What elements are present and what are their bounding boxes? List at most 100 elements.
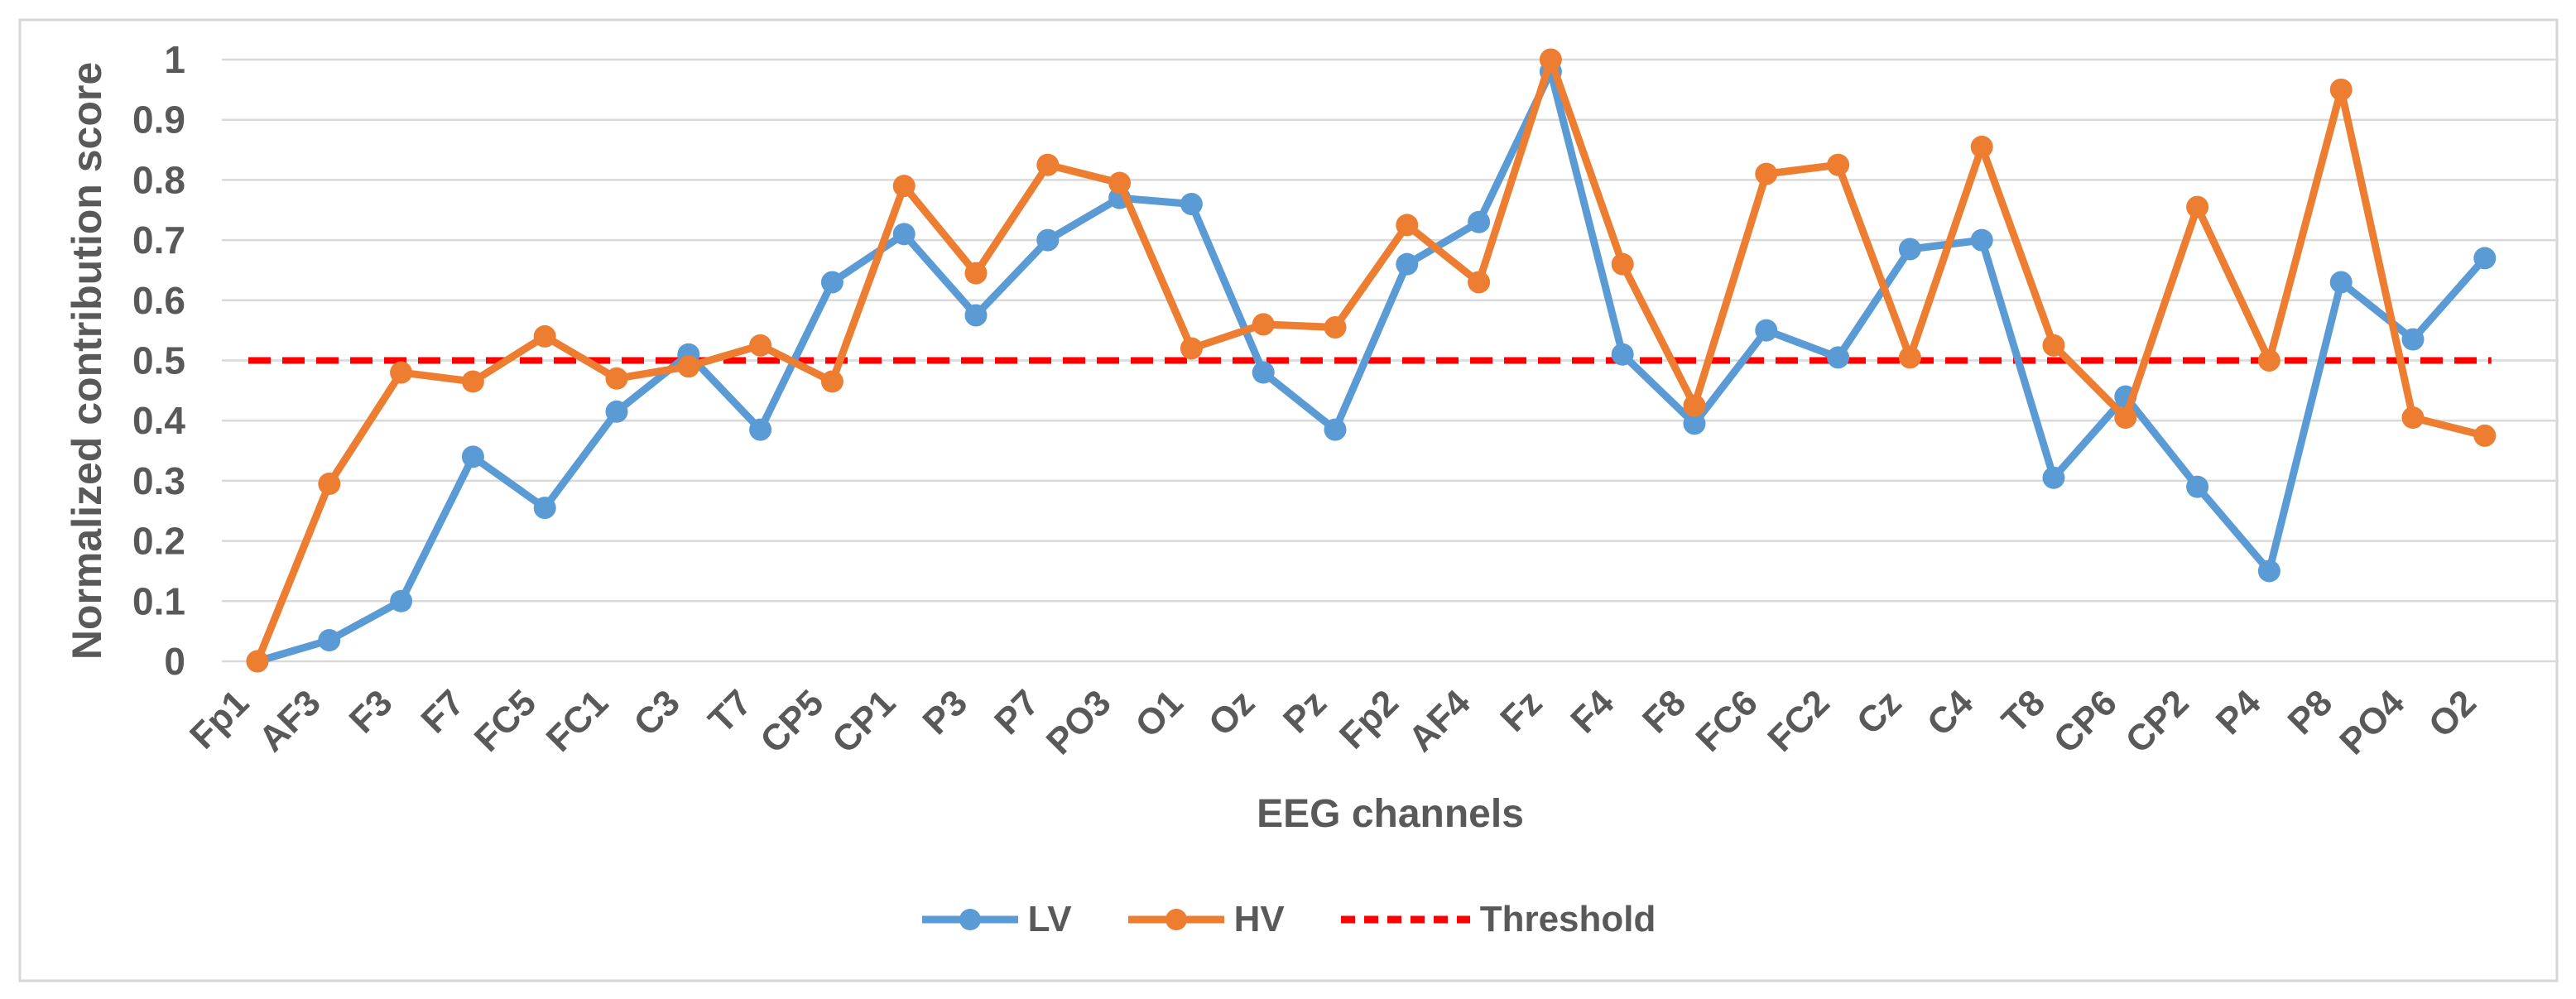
x-tick-text: F3 <box>342 682 401 741</box>
lv-data-point-O1 <box>1180 192 1203 215</box>
x-tick-label: C3 <box>626 682 687 743</box>
x-tick-text: FC1 <box>539 682 616 759</box>
x-tick-text: F7 <box>414 682 473 741</box>
x-tick-text: O2 <box>2421 682 2484 745</box>
lv-data-point-AF4 <box>1468 210 1491 233</box>
x-tick-label: O2 <box>2421 682 2484 745</box>
x-tick-label: C4 <box>1920 682 1982 744</box>
x-tick-label: Fz <box>1492 682 1550 739</box>
x-tick-label: Oz <box>1201 682 1262 743</box>
lv-data-point-P3 <box>964 304 988 327</box>
x-tick-text: AF4 <box>1401 682 1478 760</box>
hv-data-point-F8 <box>1683 394 1706 417</box>
x-tick-label: F8 <box>1635 682 1694 741</box>
hv-data-point-F4 <box>1611 252 1634 276</box>
hv-data-point-AF3 <box>318 473 341 496</box>
x-tick-label: O1 <box>1127 682 1190 745</box>
hv-data-point-C3 <box>677 355 700 378</box>
hv-data-point-CP2 <box>2186 195 2209 219</box>
legend-item-threshold: Threshold <box>1339 899 1656 940</box>
x-tick-text: Pz <box>1276 682 1334 741</box>
lv-data-point-AF3 <box>318 629 341 652</box>
x-tick-label: T7 <box>701 682 760 741</box>
x-tick-text: FC5 <box>467 682 544 759</box>
lv-data-point-F4 <box>1611 343 1634 366</box>
x-tick-text: C3 <box>626 682 687 743</box>
lv-data-point-P4 <box>2257 560 2280 583</box>
y-tick-label: 0.3 <box>132 459 185 502</box>
x-tick-label: T8 <box>1994 682 2053 741</box>
x-tick-text: PO4 <box>2332 682 2412 762</box>
hv-data-point-T7 <box>749 334 772 357</box>
hv-data-point-O2 <box>2473 424 2497 447</box>
x-tick-label: AF3 <box>251 682 328 759</box>
hv-legend-marker-icon <box>1127 909 1224 930</box>
x-tick-label: FC2 <box>1760 682 1837 759</box>
lv-data-point-FC1 <box>605 400 628 423</box>
x-tick-text: T7 <box>701 682 760 741</box>
lv-data-point-CP1 <box>892 223 916 246</box>
lv-data-point-Oz <box>1252 361 1275 384</box>
hv-series-line <box>253 55 2489 665</box>
x-tick-text: FC6 <box>1688 682 1765 759</box>
x-tick-text: Fp2 <box>1332 682 1406 756</box>
hv-data-point-PO3 <box>1108 171 1132 195</box>
lv-data-point-CP5 <box>820 271 843 294</box>
hv-data-point-AF4 <box>1468 271 1491 294</box>
lv-data-point-F3 <box>390 589 413 612</box>
x-tick-label: Pz <box>1276 682 1334 741</box>
x-tick-text: PO3 <box>1039 682 1119 762</box>
hv-data-point-CP6 <box>2114 406 2137 430</box>
x-tick-label: AF4 <box>1401 682 1478 760</box>
y-tick-label: 1 <box>164 38 185 81</box>
lv-data-point-CP2 <box>2186 475 2209 498</box>
lv-data-point-FC2 <box>1827 346 1850 369</box>
hv-data-point-P8 <box>2329 78 2353 101</box>
legend-label-lv: LV <box>1027 899 1072 939</box>
lv-data-point-Pz <box>1324 418 1347 441</box>
hv-data-point-Pz <box>1324 316 1347 339</box>
x-tick-label: P4 <box>2208 682 2269 742</box>
hv-data-point-P4 <box>2257 349 2280 372</box>
x-tick-text: CP2 <box>2117 682 2196 761</box>
y-tick-label: 0.7 <box>132 219 185 262</box>
x-tick-label: Fp2 <box>1332 682 1406 756</box>
y-tick-label: 0.8 <box>132 158 185 201</box>
x-tick-text: C4 <box>1920 682 1982 744</box>
lv-data-point-P7 <box>1036 228 1060 252</box>
x-tick-text: Cz <box>1849 682 1910 742</box>
hv-data-point-CP1 <box>892 175 916 198</box>
hv-data-point-P3 <box>964 262 988 285</box>
lv-data-point-F8 <box>1683 412 1706 435</box>
x-tick-text: F4 <box>1563 682 1622 741</box>
x-tick-label: PO3 <box>1039 682 1119 762</box>
x-tick-label: CP5 <box>752 682 831 761</box>
lv-data-point-C4 <box>1970 228 1993 252</box>
x-tick-label: FC1 <box>539 682 616 759</box>
x-tick-text: CP1 <box>824 682 903 761</box>
hv-data-point-Fp2 <box>1396 214 1419 237</box>
x-tick-label: FC6 <box>1688 682 1765 759</box>
y-tick-label: 0.5 <box>132 339 185 382</box>
hv-data-point-FC6 <box>1755 162 1778 185</box>
hv-data-point-Oz <box>1252 313 1275 336</box>
y-tick-label: 0.1 <box>132 579 185 622</box>
x-tick-label: CP1 <box>824 682 903 761</box>
x-tick-text: P4 <box>2208 682 2269 742</box>
hv-data-point-Fz <box>1539 48 1562 71</box>
y-tick-label: 0.4 <box>132 399 185 442</box>
hv-data-point-C4 <box>1970 135 1993 158</box>
x-tick-label: CP2 <box>2117 682 2196 761</box>
y-tick-label: 0.2 <box>132 520 185 563</box>
chart-legend: LV HV Threshold <box>0 899 2576 940</box>
legend-label-threshold: Threshold <box>1479 899 1656 939</box>
y-axis-title: Normalized contribution score <box>64 61 110 660</box>
lv-data-point-T8 <box>2042 466 2065 489</box>
hv-data-point-Cz <box>1898 346 1921 369</box>
hv-data-point-PO4 <box>2401 406 2425 430</box>
x-tick-text: F8 <box>1635 682 1694 741</box>
legend-item-lv: LV <box>920 899 1072 940</box>
hv-data-point-F7 <box>461 370 484 393</box>
